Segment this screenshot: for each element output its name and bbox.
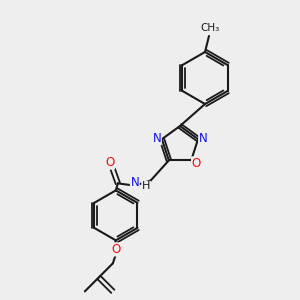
Text: N: N [130,176,139,189]
Text: H: H [142,182,150,191]
Text: O: O [191,157,201,170]
Text: CH₃: CH₃ [200,23,220,33]
Text: O: O [111,243,121,256]
Text: N: N [153,132,161,145]
Text: O: O [105,156,115,169]
Text: N: N [199,132,207,145]
